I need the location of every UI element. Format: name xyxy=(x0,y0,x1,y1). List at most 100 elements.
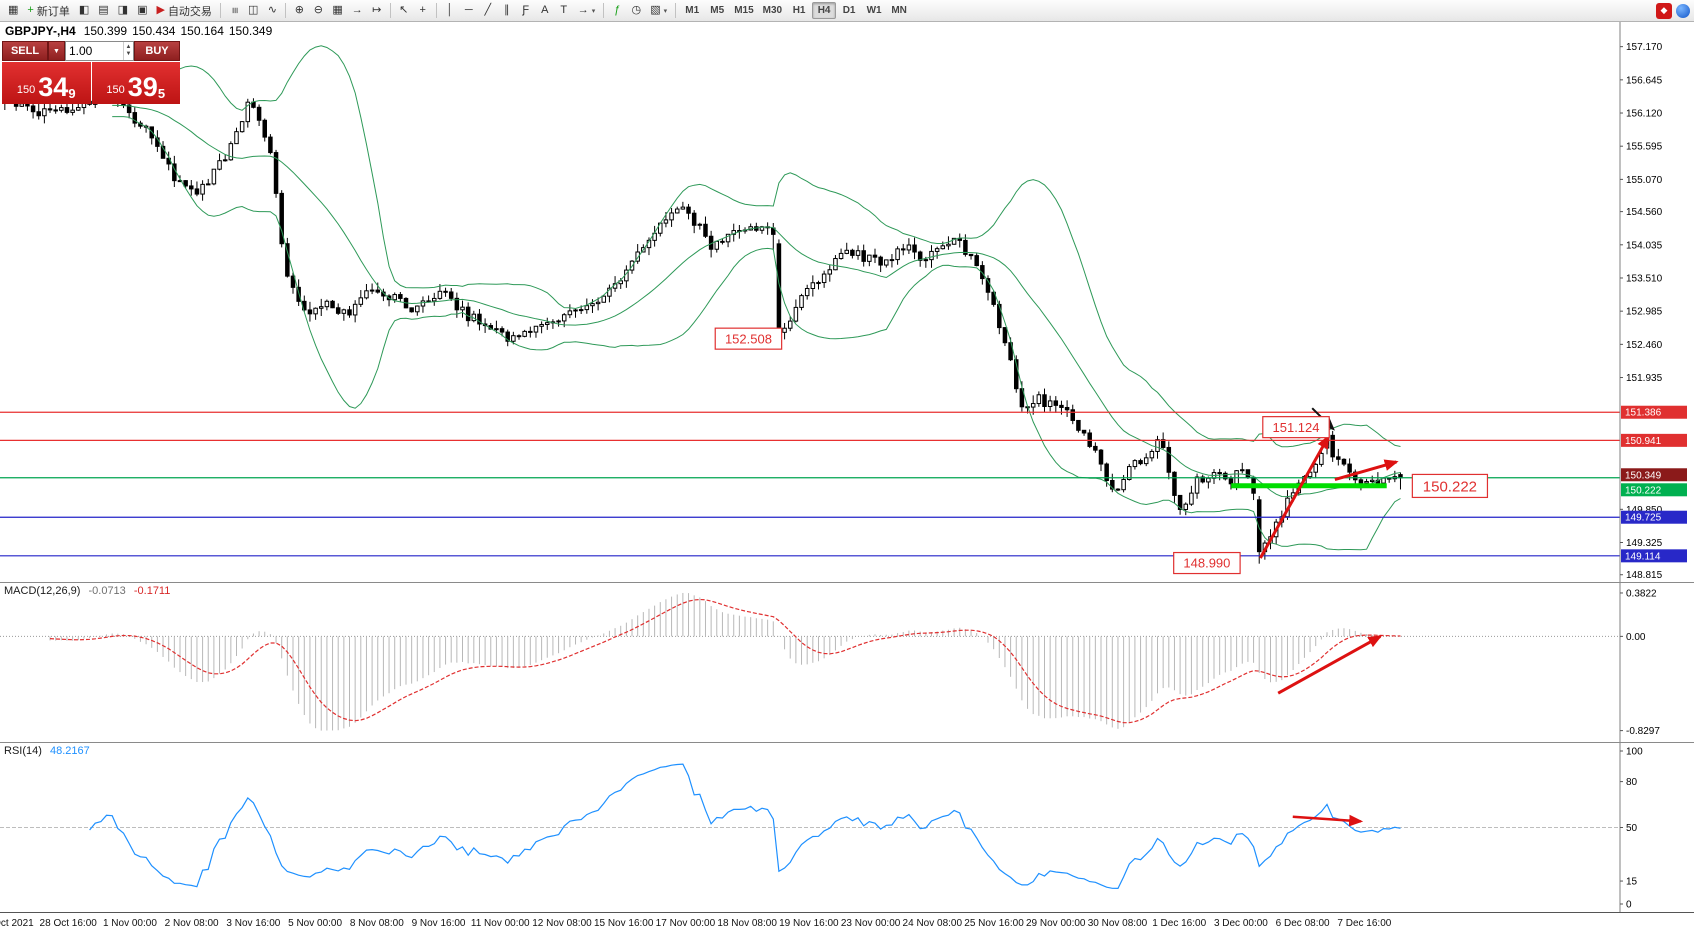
timeframe-h1[interactable]: H1 xyxy=(792,5,806,16)
axis-label: 155.595 xyxy=(1626,142,1663,153)
timeframe-m5[interactable]: M5 xyxy=(710,5,725,16)
sell-price-display[interactable]: 150 34 9 xyxy=(2,62,91,104)
volume-input[interactable] xyxy=(66,42,123,60)
price-callout-box[interactable] xyxy=(1262,416,1330,439)
main-chart-panel[interactable]: 152.508 151.124 148.990 150.222 157.170 156.6… xyxy=(0,22,1694,582)
auto-scroll-button[interactable]: → xyxy=(348,2,367,20)
price-callout-text: 151.124 xyxy=(1273,420,1320,435)
rsi-svg[interactable]: 100 80 50 15 0 xyxy=(0,743,1694,912)
zoom-out-button[interactable]: ⊖ xyxy=(309,2,327,20)
timeframe-m15[interactable]: M15 xyxy=(734,5,754,16)
chevron-down-icon[interactable]: ▾ xyxy=(591,7,596,15)
main-chart-canvas[interactable]: 152.508 151.124 148.990 150.222 157.170 156.6… xyxy=(0,22,1694,582)
volume-dropdown[interactable]: ▼ xyxy=(48,41,65,61)
toolbar-divider xyxy=(675,3,677,18)
sell-button[interactable]: SELL xyxy=(2,41,48,61)
zoom-in-button[interactable]: ⊕ xyxy=(290,2,308,20)
indicators-icon: ƒ xyxy=(614,4,621,16)
price-callout-box[interactable] xyxy=(1173,551,1241,575)
rsi-panel[interactable]: RSI(14) 48.2167 100 80 50 15 0 xyxy=(0,742,1694,912)
timeframe-d1[interactable]: D1 xyxy=(842,5,856,16)
axis-label: 15 xyxy=(1626,877,1638,888)
crosshair-button[interactable]: + xyxy=(414,2,432,20)
sell-price-point: 9 xyxy=(68,86,76,101)
macd-name: MACD(12,26,9) xyxy=(4,585,81,597)
buy-price-display[interactable]: 150 39 5 xyxy=(91,62,180,104)
time-axis-label: 30 Nov 08:00 xyxy=(1087,918,1148,929)
time-axis-label: 1 Nov 00:00 xyxy=(102,918,157,929)
timeframe-w1[interactable]: W1 xyxy=(866,5,882,16)
fibonacci-button[interactable]: Ƒ xyxy=(517,2,535,20)
chart-profiles-button[interactable]: ◧ xyxy=(75,2,93,20)
arrows-tool-icon: → xyxy=(577,4,589,16)
macd-svg[interactable]: 0.3822 0.00 -0.8297 xyxy=(0,583,1694,742)
navigator-button[interactable]: ◨ xyxy=(114,2,132,20)
vertical-line-icon: │ xyxy=(446,4,454,16)
grid-button[interactable]: ▦ xyxy=(328,2,346,20)
new-order-button-button[interactable]: + 新订单 xyxy=(23,2,73,20)
new-chart-button[interactable]: ▦ xyxy=(4,2,22,20)
time-axis-label: 28 Oct 16:00 xyxy=(39,918,97,929)
alert-icon[interactable]: ◆ xyxy=(1656,2,1672,19)
info-icon[interactable] xyxy=(1676,3,1690,18)
trendline-button[interactable]: ╱ xyxy=(479,2,497,20)
axis-label: -0.8297 xyxy=(1626,726,1660,737)
volume-down-icon[interactable]: ▼ xyxy=(125,51,132,57)
chart-shift-button[interactable]: ↦ xyxy=(368,2,386,20)
text-button[interactable]: A xyxy=(536,2,554,20)
bar-chart-button[interactable]: ≡ xyxy=(225,2,243,20)
vertical-line-button[interactable]: │ xyxy=(441,2,459,20)
text-label-icon: T xyxy=(560,4,568,16)
horizontal-line-button[interactable]: ─ xyxy=(460,2,478,20)
axis-label: 157.170 xyxy=(1626,42,1663,53)
price-tag xyxy=(1621,405,1687,419)
buy-button[interactable]: BUY xyxy=(134,41,180,61)
sell-price-pips: 34 xyxy=(38,72,69,102)
new-order-button: + xyxy=(27,4,34,16)
trend-arrow[interactable] xyxy=(1292,814,1364,827)
trend-arrow[interactable] xyxy=(1277,635,1383,695)
autotrading-button-button[interactable]: ▶ 自动交易 xyxy=(152,2,215,20)
price-tag xyxy=(1621,510,1687,524)
market-watch-button[interactable]: ▤ xyxy=(94,2,112,20)
time-axis-label: 3 Dec 00:00 xyxy=(1213,918,1268,929)
templates-icon: ▧ xyxy=(650,4,661,16)
arrows-tool-button[interactable]: → ▾ xyxy=(574,2,600,20)
chart-shift-icon: ↦ xyxy=(372,4,382,16)
equidistant-channel-button[interactable]: ∥ xyxy=(498,2,516,20)
indicators-button[interactable]: ƒ xyxy=(608,2,626,20)
price-callout-box[interactable] xyxy=(714,327,783,350)
time-axis-label: 1 Dec 16:00 xyxy=(1152,918,1207,929)
chevron-down-icon[interactable]: ▾ xyxy=(663,7,668,15)
candlestick-chart-button[interactable]: ◫ xyxy=(244,2,262,20)
price-callout-text: 148.990 xyxy=(1183,556,1230,571)
timeframe-m1[interactable]: M1 xyxy=(685,5,700,16)
axis-label: 149.850 xyxy=(1626,505,1663,516)
macd-value: -0.0713 xyxy=(88,585,126,597)
text-label-button[interactable]: T xyxy=(555,2,573,20)
time-axis-label: 17 Nov 00:00 xyxy=(655,918,716,929)
timeframe-m30[interactable]: M30 xyxy=(762,5,783,16)
timeframe-mn[interactable]: MN xyxy=(891,5,907,16)
time-axis[interactable]: 28 Oct 2021 28 Oct 16:00 1 Nov 00:00 2 Nov … xyxy=(0,912,1694,938)
terminal-icon: ▣ xyxy=(137,4,148,16)
time-axis-label: 3 Nov 16:00 xyxy=(226,918,281,929)
time-axis-label: 6 Dec 08:00 xyxy=(1275,918,1330,929)
volume-up-icon[interactable]: ▲ xyxy=(125,44,132,50)
ohlc-close: 150.349 xyxy=(228,24,273,38)
timeframe-h4[interactable]: H4 xyxy=(812,2,837,19)
templates-button[interactable]: ▧ ▾ xyxy=(646,2,671,20)
main-chart-svg[interactable]: 152.508 151.124 148.990 150.222 157.170 156.6… xyxy=(0,22,1694,582)
macd-panel[interactable]: MACD(12,26,9) -0.0713 -0.1711 0.3822 0.00… xyxy=(0,582,1694,742)
periods-button[interactable]: ◷ xyxy=(627,2,645,20)
time-axis-label: 11 Nov 00:00 xyxy=(470,918,530,929)
trend-arrow[interactable] xyxy=(1334,459,1399,482)
line-chart-button[interactable]: ∿ xyxy=(263,2,281,20)
trend-arrow[interactable] xyxy=(1259,434,1330,559)
price-callout-box[interactable] xyxy=(1411,473,1489,499)
macd-histogram xyxy=(49,592,1401,731)
chevron-down-icon: ▼ xyxy=(53,47,60,55)
time-axis-label: 8 Nov 08:00 xyxy=(349,918,404,929)
cursor-button[interactable]: ↖ xyxy=(395,2,413,20)
terminal-button[interactable]: ▣ xyxy=(133,2,151,20)
